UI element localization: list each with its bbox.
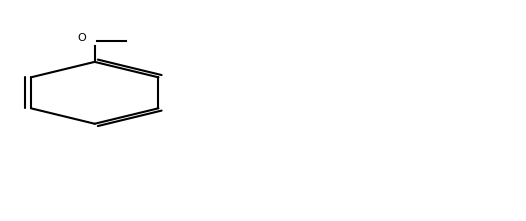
Text: O: O [77,33,86,43]
